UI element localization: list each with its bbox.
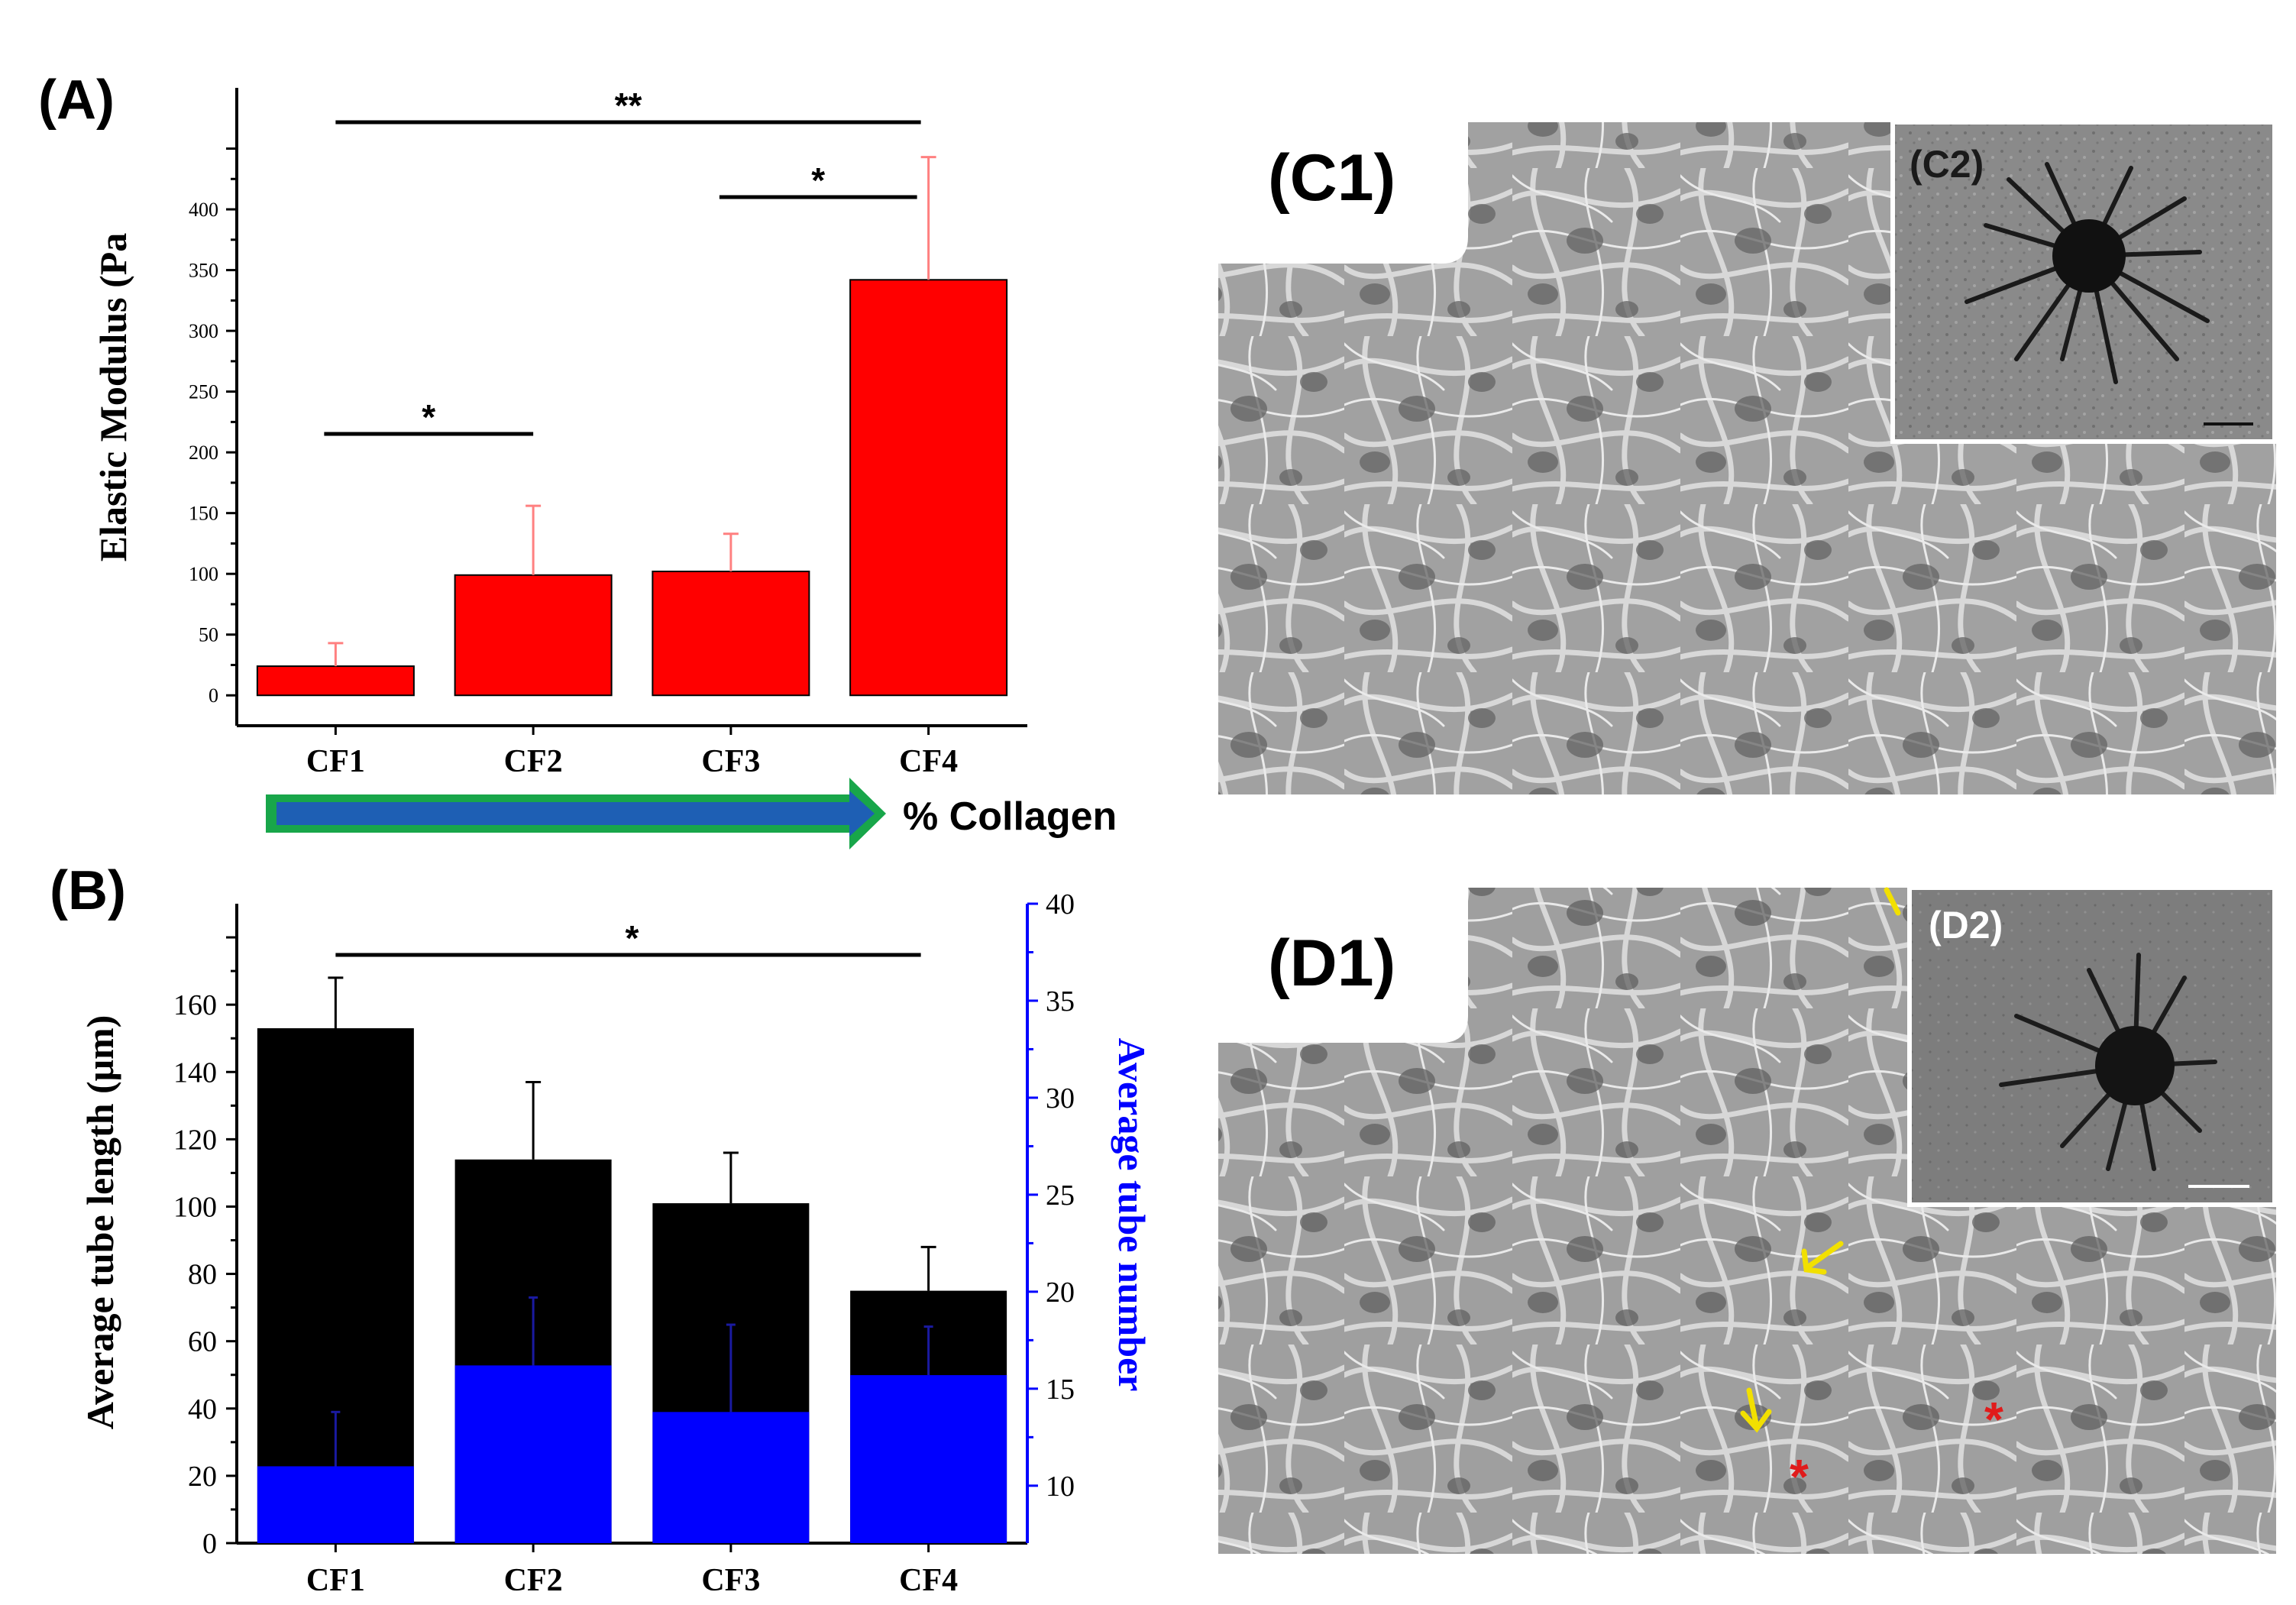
x-tick-label: CF1: [306, 1563, 365, 1598]
y-tick-label: 150: [189, 503, 218, 525]
yellow-arrow-3: [1884, 887, 1901, 916]
y-tick-label-right: 10: [1046, 1471, 1075, 1503]
y-tick-label-left: 0: [202, 1528, 217, 1560]
bar-tube-number: [850, 1375, 1007, 1543]
y-tick-label-right: 25: [1046, 1179, 1075, 1212]
x-tick-label: CF3: [701, 1563, 760, 1598]
y-tick-label-left: 40: [188, 1393, 217, 1425]
y-tick-label-left: 140: [173, 1057, 217, 1089]
y-tick-label: 200: [189, 442, 218, 464]
panel-c1-label-box: [1218, 122, 1468, 264]
y-tick-label-right: 30: [1046, 1082, 1075, 1115]
y-tick-label: 250: [189, 381, 218, 403]
significance-marker: *: [422, 397, 435, 437]
y-tick-label: 0: [209, 684, 218, 707]
asterisk-marker: *: [1790, 1449, 1809, 1504]
panel-d1-label: (D1): [1268, 927, 1395, 1000]
panel-a-label: (A): [38, 70, 115, 131]
chart-a: 0 50 100 150 200 250 300 350 400 Elastic Modulus …: [92, 86, 1027, 779]
y-tick-label-right: 20: [1046, 1277, 1075, 1309]
bar: [454, 574, 613, 697]
panel-d1-label-box: [1218, 888, 1468, 1043]
y-tick-label: 100: [189, 563, 218, 585]
y-tick-label-left: 80: [188, 1259, 217, 1291]
y-tick-label-left: 120: [173, 1124, 217, 1156]
panel-c2-label: (C2): [1910, 143, 1984, 186]
y-axis-label-left: Average tube length (μm): [79, 1015, 121, 1430]
x-tick-label: CF2: [504, 1563, 563, 1598]
significance-marker: *: [811, 160, 825, 200]
x-tick-label: CF2: [504, 744, 563, 779]
y-tick-label-left: 20: [188, 1461, 217, 1493]
x-tick-label: CF1: [306, 744, 365, 779]
y-tick-label: 350: [189, 260, 218, 282]
yellow-arrow-2: [1740, 1387, 1772, 1433]
collagen-arrow: [266, 778, 886, 849]
bar: [849, 279, 1008, 697]
significance-marker: *: [626, 918, 639, 958]
bar-tube-number: [652, 1412, 810, 1543]
micrograph-c2: [1890, 120, 2277, 444]
y-tick-label: 50: [199, 624, 218, 646]
micrograph-d2: [1907, 885, 2277, 1207]
y-tick-label-right: 35: [1046, 985, 1075, 1018]
y-tick-label-left: 100: [173, 1191, 217, 1223]
panel-b-label: (B): [50, 860, 126, 921]
collagen-arrow-label: % Collagen: [903, 794, 1117, 839]
panel-d2-label: (D2): [1929, 904, 2003, 946]
asterisk-marker: *: [1984, 1392, 2003, 1447]
bar-tube-number: [454, 1365, 612, 1543]
x-tick-label: CF3: [701, 744, 760, 779]
yellow-arrow-1: [1801, 1241, 1844, 1275]
y-tick-label-left: 60: [188, 1326, 217, 1358]
bar: [256, 665, 415, 697]
y-tick-label-right: 15: [1046, 1374, 1075, 1406]
panel-c1-label: (C1): [1268, 141, 1395, 215]
y-axis-label-right: Average tube number: [1111, 1038, 1153, 1392]
y-axis-label: Elastic Modulus (Pa: [92, 233, 134, 562]
chart-b: 0 20 40 60 80 100 120 140 160 10 15 20 25 30 35 40 Avera…: [79, 888, 1153, 1598]
y-tick-label: 400: [189, 199, 218, 221]
bar: [652, 571, 810, 697]
x-tick-label: CF4: [899, 1563, 958, 1598]
significance-marker: **: [615, 86, 642, 125]
y-tick-label-right: 40: [1046, 888, 1075, 921]
x-tick-label: CF4: [899, 744, 958, 779]
bar-tube-number: [257, 1466, 414, 1543]
y-tick-label-left: 160: [173, 989, 217, 1021]
y-tick-label: 300: [189, 320, 218, 342]
